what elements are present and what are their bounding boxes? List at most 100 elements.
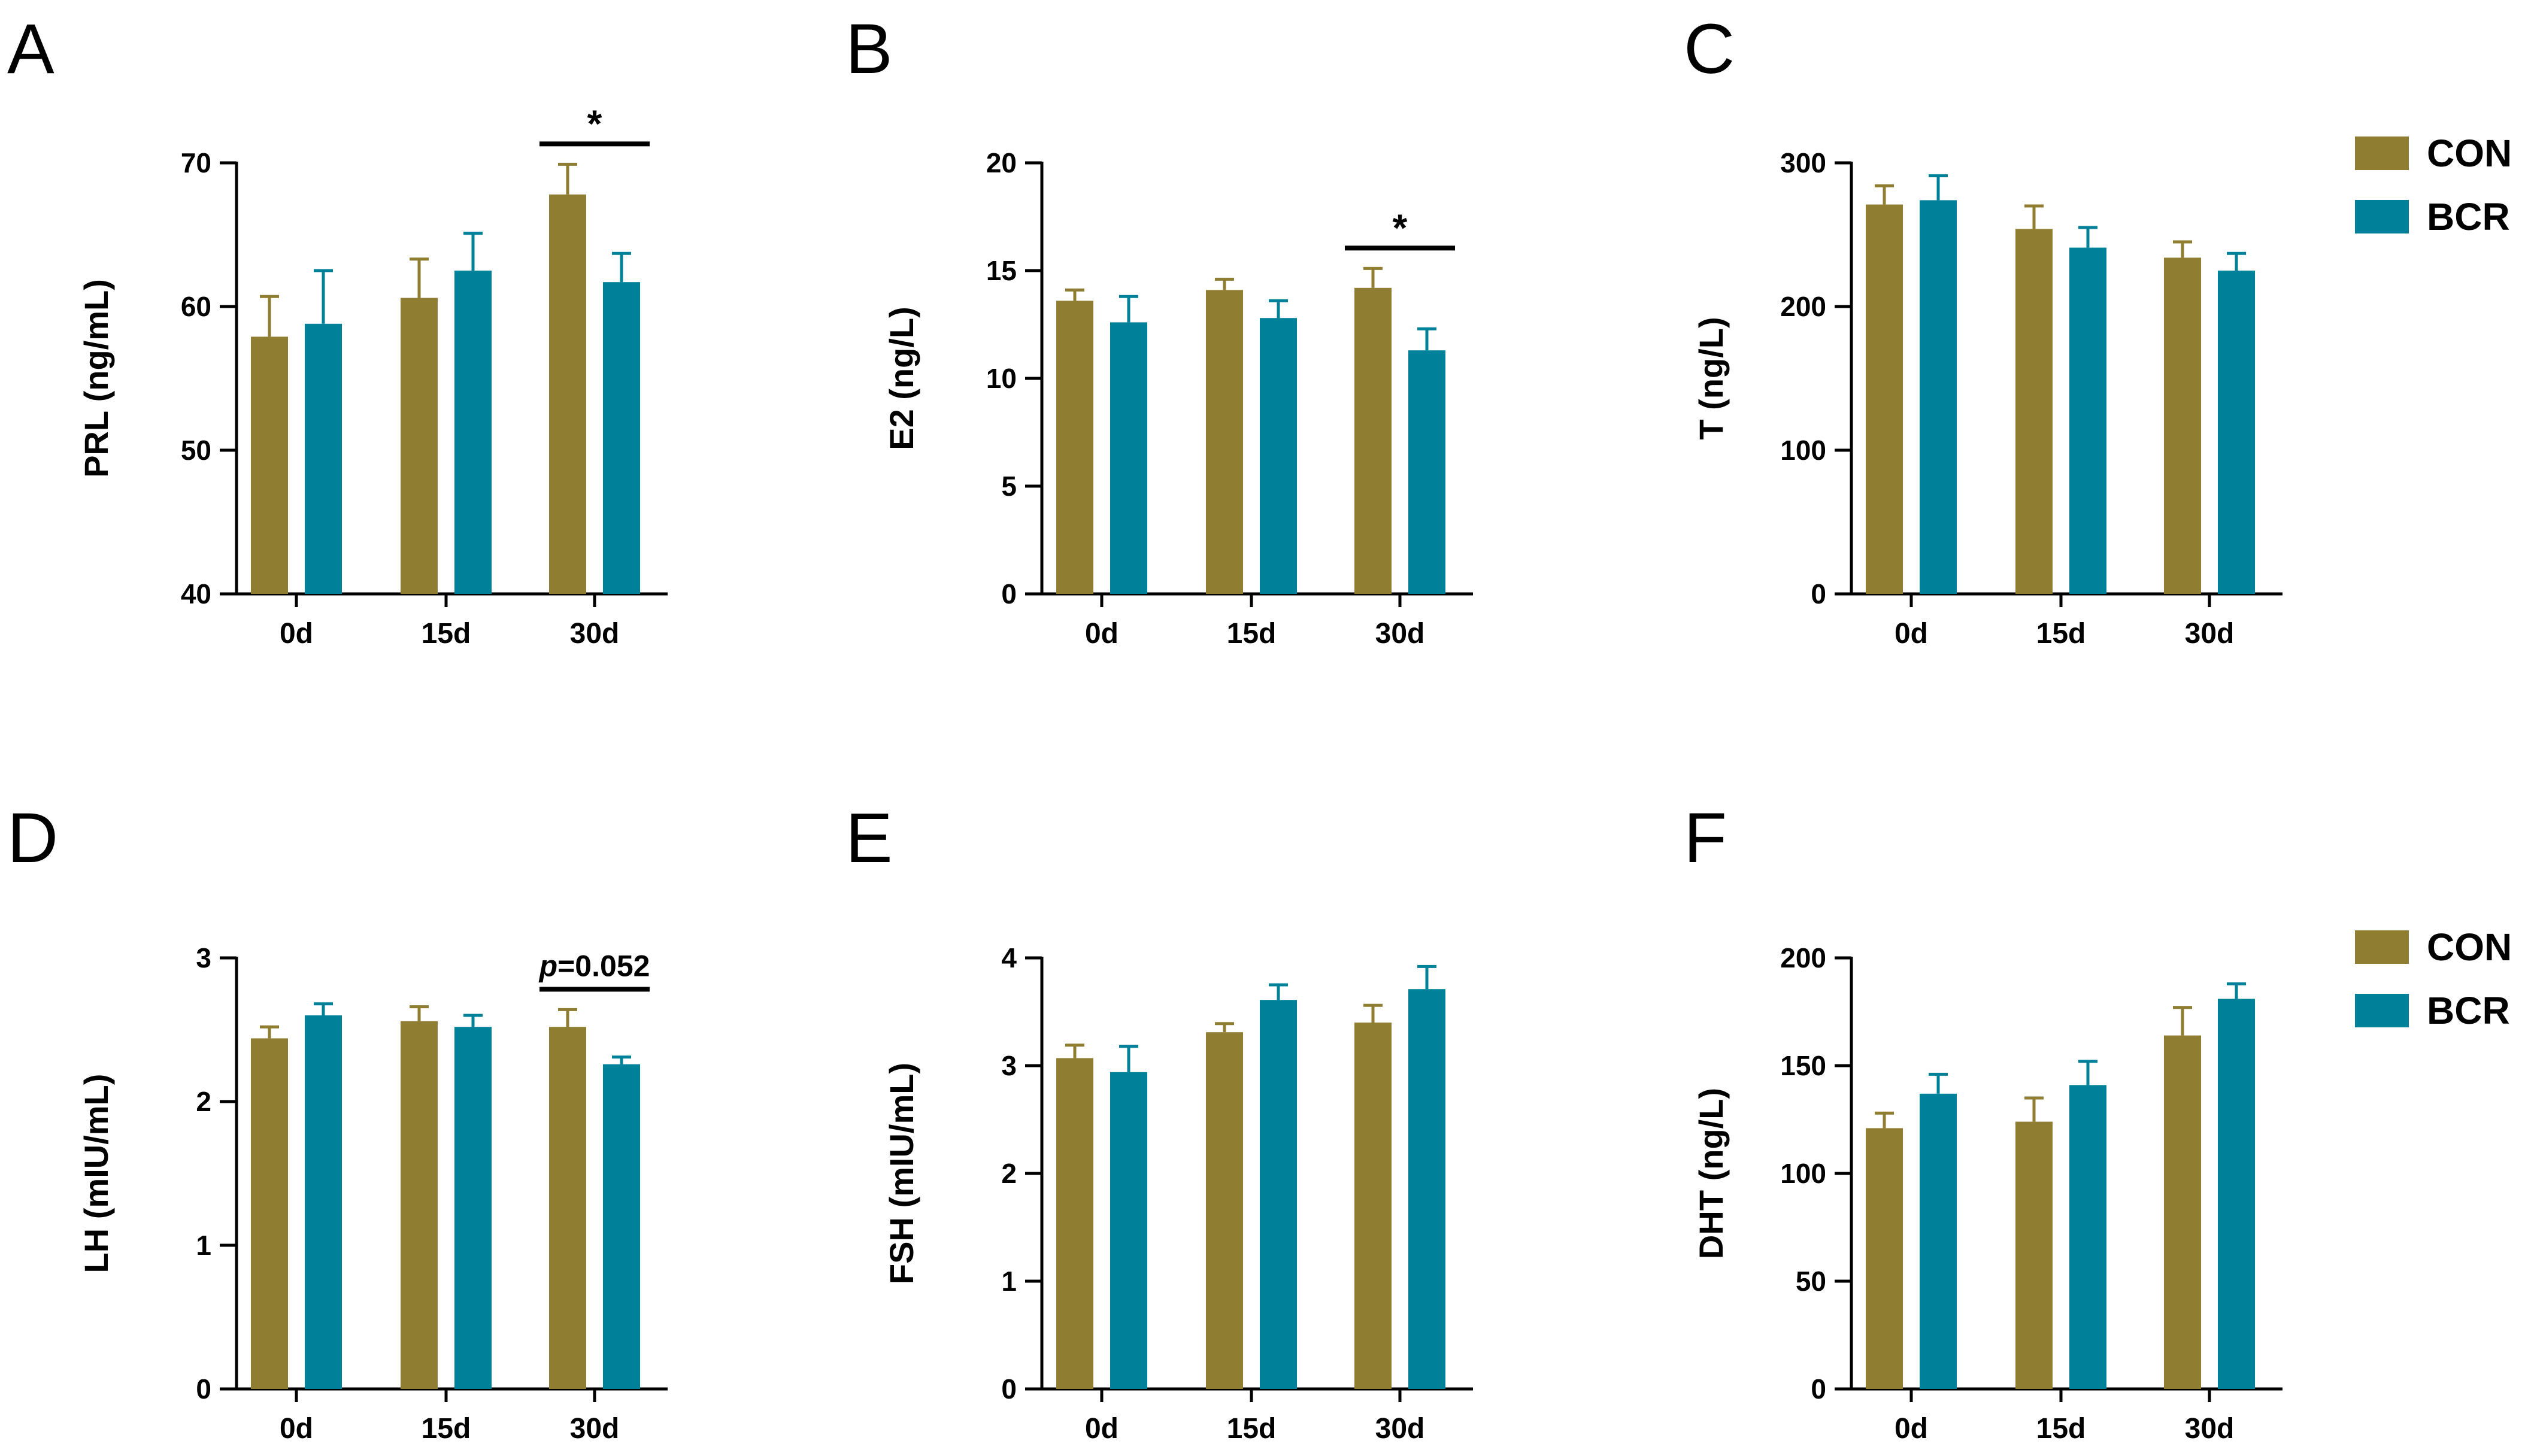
y-tick-label: 40 xyxy=(181,578,211,609)
bar-bcr xyxy=(2218,999,2255,1389)
chart-panel-e: 0 1 2 3 4 FSH (mIU/mL) 0d 15d 30d xyxy=(883,942,1473,1445)
p-symbol: p xyxy=(538,949,558,982)
bar-bcr xyxy=(454,271,492,594)
bar-con xyxy=(251,1038,288,1389)
x-tick-label: 30d xyxy=(2185,618,2235,650)
bar-bcr xyxy=(1408,350,1445,594)
x-tick-label: 15d xyxy=(422,1413,471,1445)
bar-bcr xyxy=(1110,1072,1147,1389)
bar-con xyxy=(1354,287,1392,594)
x-tick-label: 30d xyxy=(1375,618,1425,650)
x-tick-label: 0d xyxy=(280,618,313,650)
x-tick-label: 30d xyxy=(570,1413,620,1445)
y-tick-label: 60 xyxy=(181,291,211,322)
y-tick-label: 150 xyxy=(1780,1050,1826,1081)
bar-con xyxy=(1354,1023,1392,1389)
y-tick-label: 3 xyxy=(1001,1050,1017,1081)
y-tick-label: 4 xyxy=(1001,942,1017,973)
legend-label-bcr: BCR xyxy=(2427,195,2510,238)
y-tick-label: 20 xyxy=(986,147,1017,178)
significance-label: p=0.052 xyxy=(538,949,650,982)
y-axis-title: FSH (mIU/mL) xyxy=(883,1063,920,1284)
p-value: =0.052 xyxy=(557,949,650,982)
x-tick-label: 30d xyxy=(1375,1413,1425,1445)
bar-con xyxy=(251,336,288,594)
bar-bcr xyxy=(2069,247,2106,594)
y-tick-label: 1 xyxy=(196,1230,211,1261)
significance-label: * xyxy=(587,102,602,145)
y-tick-label: 100 xyxy=(1780,1158,1826,1189)
legend-swatch-bcr xyxy=(2355,200,2409,233)
bar-con xyxy=(1206,290,1243,594)
x-tick-label: 0d xyxy=(1895,1413,1928,1445)
bar-bcr xyxy=(603,282,640,594)
x-tick-label: 30d xyxy=(570,618,620,650)
bar-con xyxy=(2015,1121,2053,1389)
bar-con xyxy=(2015,229,2053,594)
bar-con xyxy=(1866,204,1903,594)
chart-panel-b: 0 5 10 15 20 E2 (ng/L) 0d 15d 30d * xyxy=(883,147,1473,650)
y-tick-label: 200 xyxy=(1780,291,1826,322)
y-tick-label: 1 xyxy=(1001,1266,1017,1297)
y-tick-label: 0 xyxy=(196,1373,211,1405)
y-axis-title: T (ng/L) xyxy=(1692,317,1730,439)
bar-con xyxy=(1056,301,1093,594)
panel-letter-b: B xyxy=(845,10,893,89)
x-tick-label: 0d xyxy=(280,1413,313,1445)
x-tick-label: 15d xyxy=(1227,618,1277,650)
chart-panel-f: 0 50 100 150 200 DHT (ng/L) 0d 15d 30d xyxy=(1692,942,2283,1445)
y-tick-label: 2 xyxy=(196,1086,211,1117)
y-tick-label: 100 xyxy=(1780,435,1826,466)
panel-letter-d: D xyxy=(7,799,58,878)
y-tick-label: 0 xyxy=(1001,1373,1017,1405)
y-tick-label: 50 xyxy=(181,435,211,466)
legend-label-con: CON xyxy=(2427,926,2512,969)
panel-letter-f: F xyxy=(1684,799,1727,878)
bar-con xyxy=(401,298,438,594)
y-tick-label: 0 xyxy=(1001,578,1017,609)
y-tick-label: 3 xyxy=(196,942,211,973)
bar-con xyxy=(549,1027,586,1389)
bar-con xyxy=(1056,1058,1093,1389)
panel-letter-a: A xyxy=(7,10,54,89)
x-tick-label: 15d xyxy=(422,618,471,650)
y-tick-label: 0 xyxy=(1811,1373,1826,1405)
bar-bcr xyxy=(2218,271,2255,594)
y-tick-label: 300 xyxy=(1780,147,1826,178)
legend-bottom: CON BCR xyxy=(2355,926,2512,1032)
bar-bcr xyxy=(1260,318,1297,594)
legend-swatch-con xyxy=(2355,930,2409,964)
y-tick-label: 0 xyxy=(1811,578,1826,609)
legend-swatch-con xyxy=(2355,136,2409,170)
bar-con xyxy=(1866,1128,1903,1389)
bar-bcr xyxy=(1110,322,1147,594)
legend-top: CON BCR xyxy=(2355,132,2512,238)
bar-bcr xyxy=(305,1015,342,1389)
significance-label: * xyxy=(1393,206,1408,249)
x-tick-label: 0d xyxy=(1085,618,1118,650)
bar-con xyxy=(401,1021,438,1389)
x-tick-label: 15d xyxy=(2036,1413,2086,1445)
bar-bcr xyxy=(1920,200,1957,594)
y-axis-title: E2 (ng/L) xyxy=(883,307,920,450)
bar-bcr xyxy=(305,323,342,594)
y-axis-title: DHT (ng/L) xyxy=(1692,1088,1730,1259)
y-axis-title: LH (mIU/mL) xyxy=(77,1074,115,1273)
bar-con xyxy=(549,194,586,594)
legend-label-bcr: BCR xyxy=(2427,989,2510,1032)
y-axis-title: PRL (ng/mL) xyxy=(77,279,115,478)
y-tick-label: 10 xyxy=(986,363,1017,394)
y-tick-label: 200 xyxy=(1780,942,1826,973)
x-tick-label: 0d xyxy=(1895,618,1928,650)
x-tick-label: 30d xyxy=(2185,1413,2235,1445)
y-tick-label: 5 xyxy=(1001,471,1017,502)
x-tick-label: 0d xyxy=(1085,1413,1118,1445)
y-tick-label: 50 xyxy=(1796,1266,1826,1297)
legend-swatch-bcr xyxy=(2355,994,2409,1027)
chart-panel-a: 40 50 60 70 PRL (ng/mL) 0d 15d 30d * xyxy=(77,102,668,650)
legend-label-con: CON xyxy=(2427,132,2512,175)
chart-panel-d: 0 1 2 3 LH (mIU/mL) 0d 15d 30d p=0.052 xyxy=(77,942,668,1445)
bar-bcr xyxy=(1920,1093,1957,1389)
